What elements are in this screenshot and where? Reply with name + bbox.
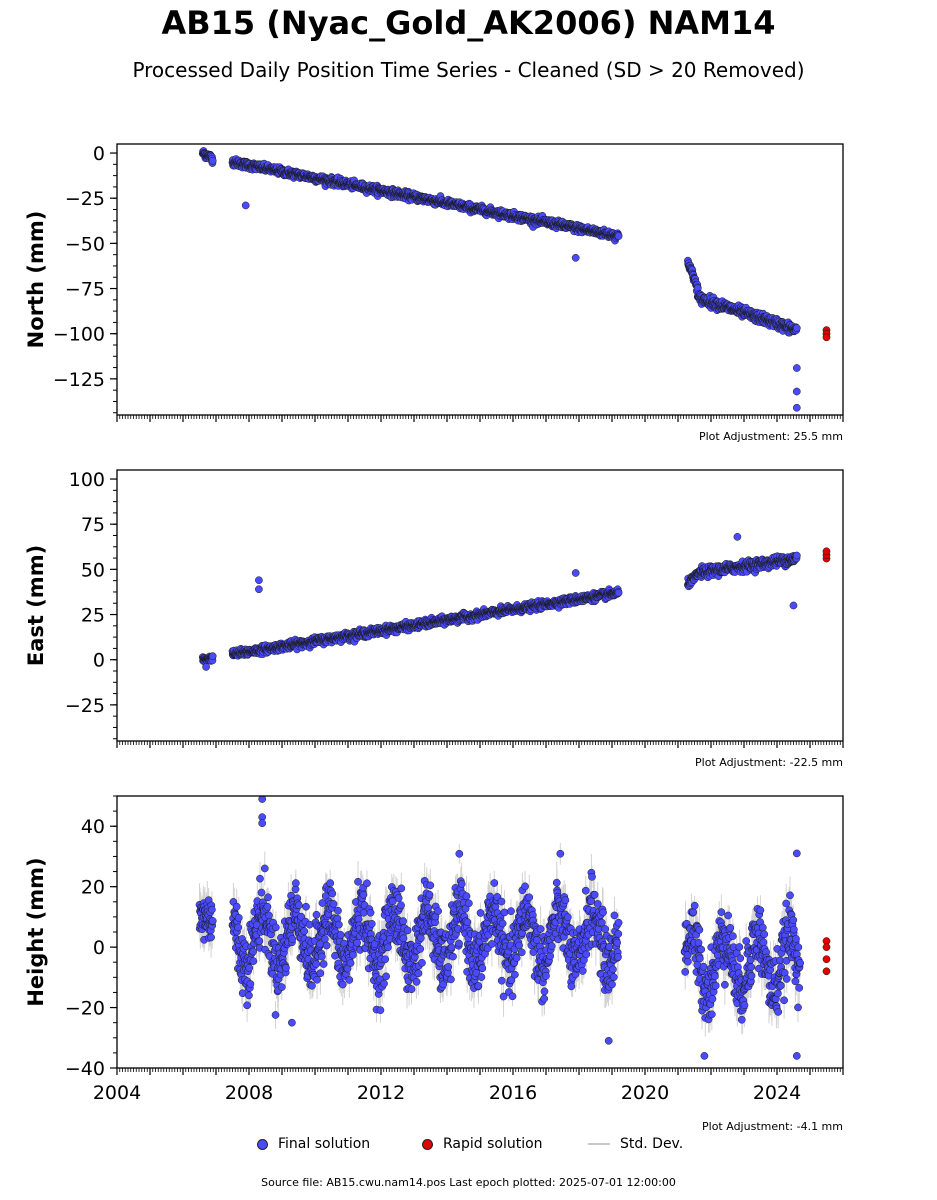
final-point [614, 232, 623, 241]
final-point [208, 156, 217, 165]
y-axis: 100 75 50 25 0 −25 [65, 469, 117, 740]
plot-frame [116, 143, 844, 416]
final-point [241, 201, 250, 210]
plot-adjustment-note: Plot Adjustment: 25.5 mm [699, 430, 843, 443]
final-point [792, 364, 801, 372]
final-point [792, 387, 801, 396]
rapid-solution-points [822, 547, 831, 563]
final-point [208, 652, 217, 660]
rapid-point [822, 333, 831, 342]
final-point [792, 324, 801, 332]
final-point [792, 551, 801, 560]
y-axis-label: North (mm) [24, 211, 48, 349]
plot-adjustment-note: Plot Adjustment: -22.5 mm [695, 756, 843, 769]
plot-frame [116, 469, 844, 742]
y-tick-label: 50 [81, 559, 105, 581]
y-tick-label: −25 [65, 695, 105, 717]
rapid-point [822, 547, 831, 556]
data-layer [198, 532, 831, 671]
chart-title: AB15 (Nyac_Gold_AK2006) NAM14 [161, 4, 776, 42]
data-layer [198, 147, 831, 412]
x-axis [116, 415, 844, 422]
y-tick-label: −50 [65, 233, 105, 255]
y-tick-label: 0 [93, 143, 105, 165]
chart-subtitle: Processed Daily Position Time Series - C… [132, 58, 805, 82]
y-tick-label: 100 [69, 469, 105, 491]
y-tick-label: 25 [81, 605, 105, 627]
final-point [571, 569, 580, 577]
x-axis [116, 741, 844, 748]
panel-east: 100 75 50 25 0 −25 East (mm) Plot Adjustment: -… [24, 469, 844, 769]
final-point [614, 588, 623, 597]
y-axis: 0 −25 −50 −75 −100 −125 [53, 143, 117, 414]
final-solution-points [198, 147, 801, 412]
y-tick-label: 0 [93, 650, 105, 672]
final-point [571, 253, 580, 262]
y-tick-label: −100 [53, 324, 105, 346]
data-layer [195, 796, 831, 1060]
y-tick-label: 75 [81, 514, 105, 536]
rapid-solution-points [822, 326, 831, 342]
final-point [789, 601, 798, 610]
final-point [255, 585, 263, 594]
y-tick-label: −125 [53, 369, 105, 391]
final-point [792, 403, 801, 412]
y-axis-label: East (mm) [24, 545, 48, 666]
final-solution-points [198, 532, 801, 671]
final-point [733, 532, 742, 541]
y-tick-label: −75 [65, 279, 105, 301]
final-point [202, 663, 210, 671]
y-tick-label: −25 [65, 188, 105, 210]
final-point [255, 576, 263, 585]
